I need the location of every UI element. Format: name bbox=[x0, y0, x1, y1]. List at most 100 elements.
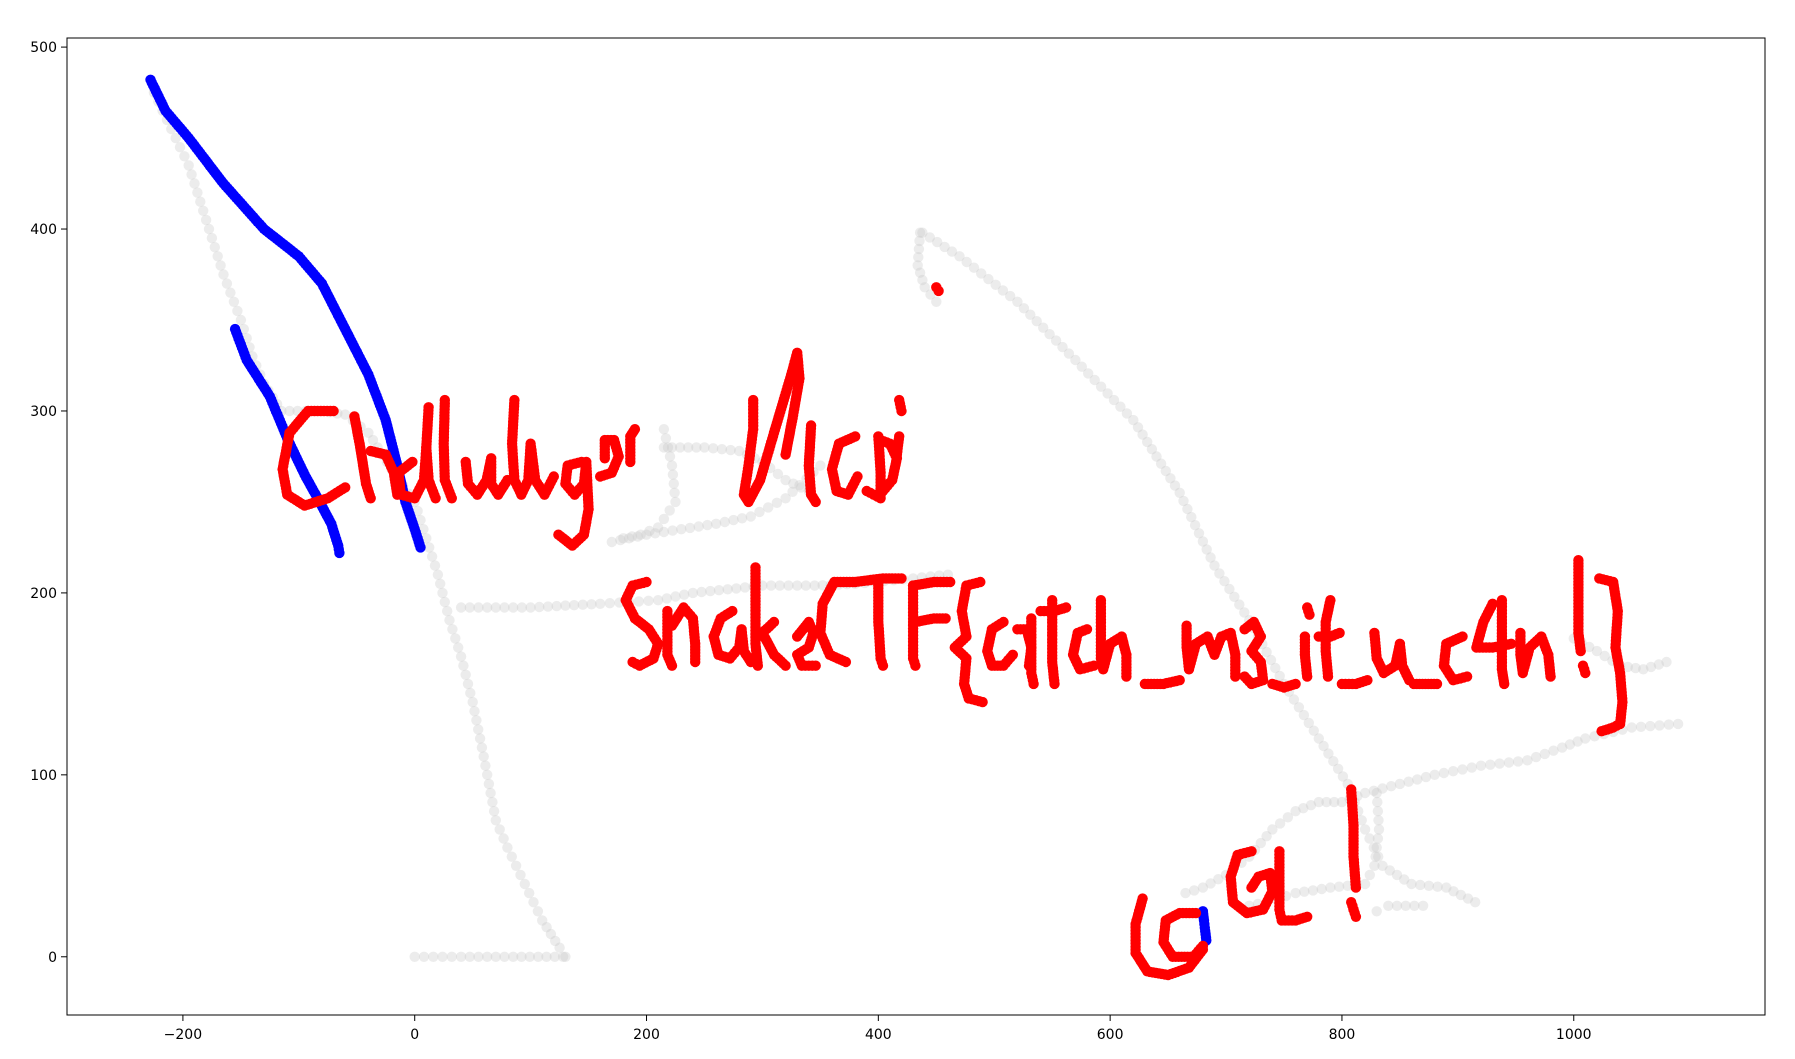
point bbox=[699, 442, 710, 453]
point bbox=[736, 513, 748, 524]
point bbox=[1270, 662, 1281, 674]
point bbox=[502, 842, 513, 853]
point bbox=[1255, 837, 1267, 849]
point bbox=[200, 214, 212, 226]
point bbox=[1364, 869, 1376, 881]
point bbox=[725, 444, 736, 456]
point bbox=[1503, 757, 1515, 768]
point bbox=[1304, 609, 1315, 620]
point bbox=[490, 602, 501, 613]
point bbox=[446, 951, 457, 962]
point bbox=[1169, 480, 1181, 491]
point bbox=[550, 935, 561, 947]
point bbox=[1121, 408, 1133, 419]
point bbox=[465, 687, 476, 699]
y-tick-label: 0 bbox=[48, 950, 57, 966]
point bbox=[658, 442, 670, 453]
point bbox=[218, 269, 229, 280]
point bbox=[668, 478, 679, 489]
point bbox=[444, 615, 455, 626]
point bbox=[476, 742, 488, 753]
point bbox=[232, 305, 243, 317]
point bbox=[435, 578, 446, 589]
point bbox=[545, 928, 557, 940]
point bbox=[490, 815, 501, 826]
point bbox=[780, 474, 791, 486]
x-tick-label: 0 bbox=[410, 1027, 419, 1043]
point bbox=[1356, 815, 1367, 826]
point bbox=[447, 624, 458, 635]
point bbox=[519, 878, 530, 890]
point bbox=[734, 445, 745, 457]
point bbox=[1672, 718, 1684, 730]
point bbox=[1530, 751, 1542, 763]
point bbox=[516, 602, 528, 613]
point bbox=[772, 468, 784, 480]
point bbox=[629, 424, 641, 435]
point bbox=[1050, 335, 1062, 346]
point bbox=[1661, 656, 1672, 668]
point bbox=[1323, 748, 1334, 759]
point bbox=[508, 602, 519, 613]
point bbox=[1371, 842, 1382, 853]
point bbox=[195, 196, 206, 207]
point bbox=[794, 480, 805, 491]
point bbox=[662, 442, 674, 453]
point bbox=[939, 241, 950, 253]
point bbox=[664, 505, 675, 516]
point bbox=[691, 442, 702, 453]
point bbox=[1417, 900, 1429, 911]
point bbox=[946, 246, 958, 257]
point bbox=[1645, 661, 1657, 673]
point bbox=[754, 506, 765, 518]
point bbox=[1302, 671, 1313, 682]
point bbox=[719, 516, 730, 528]
point bbox=[340, 482, 351, 493]
point bbox=[1654, 720, 1665, 731]
point bbox=[174, 142, 186, 153]
point bbox=[1313, 733, 1325, 744]
point bbox=[1371, 787, 1382, 799]
point bbox=[1246, 882, 1257, 893]
point bbox=[1282, 812, 1294, 823]
point bbox=[670, 591, 681, 602]
point bbox=[800, 580, 812, 591]
point bbox=[731, 583, 742, 594]
point bbox=[674, 442, 686, 453]
point bbox=[861, 485, 872, 497]
point bbox=[186, 169, 197, 180]
point bbox=[1025, 309, 1036, 320]
point bbox=[557, 951, 569, 962]
point bbox=[1267, 824, 1278, 835]
point bbox=[1234, 599, 1245, 610]
point bbox=[525, 602, 536, 613]
point bbox=[1307, 885, 1319, 896]
y-axis: 0 100 200 300 400 500 bbox=[30, 40, 67, 966]
point bbox=[510, 860, 522, 871]
point bbox=[815, 460, 826, 471]
point bbox=[1373, 815, 1384, 826]
point bbox=[1142, 436, 1153, 448]
point bbox=[541, 922, 552, 933]
point bbox=[896, 405, 907, 417]
point bbox=[595, 598, 606, 609]
point bbox=[1298, 709, 1310, 721]
point bbox=[1261, 646, 1272, 658]
point bbox=[1348, 904, 1359, 915]
point bbox=[1466, 762, 1478, 773]
point bbox=[1313, 796, 1325, 808]
point bbox=[212, 251, 223, 262]
point bbox=[482, 602, 493, 613]
point bbox=[586, 599, 597, 610]
point bbox=[809, 580, 820, 591]
point bbox=[1076, 361, 1088, 372]
point bbox=[1219, 576, 1230, 587]
point bbox=[1322, 671, 1334, 682]
point bbox=[415, 514, 426, 526]
point bbox=[508, 951, 519, 962]
point bbox=[1108, 394, 1120, 406]
x-tick-label: −200 bbox=[164, 1027, 202, 1043]
point bbox=[1121, 671, 1132, 682]
point bbox=[641, 529, 652, 540]
point bbox=[532, 906, 544, 917]
